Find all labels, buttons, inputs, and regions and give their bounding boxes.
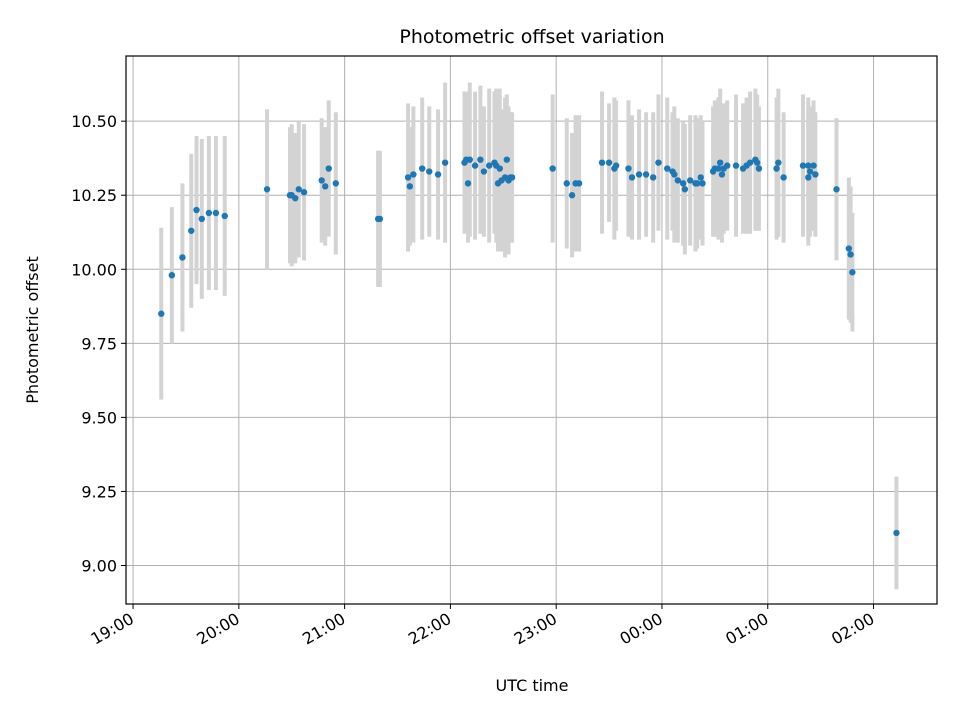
data-point — [221, 212, 228, 220]
plot-frame — [125, 55, 938, 605]
data-point — [686, 177, 694, 184]
data-point — [723, 162, 731, 169]
data-point — [810, 162, 817, 169]
y-tick-label: 10.25 — [71, 186, 117, 205]
data-point — [466, 156, 473, 163]
data-point — [464, 180, 472, 187]
data-point — [205, 209, 213, 217]
data-point — [332, 180, 340, 187]
data-point — [426, 168, 433, 175]
data-point — [773, 165, 780, 172]
data-point — [568, 192, 576, 199]
data-point — [806, 168, 814, 175]
y-tick-label: 10.00 — [71, 260, 117, 279]
data-point — [477, 156, 484, 163]
data-point — [755, 165, 763, 172]
data-point — [718, 171, 726, 178]
data-point — [649, 174, 657, 181]
data-point — [410, 171, 417, 178]
data-point — [612, 162, 620, 169]
y-tick-label: 9.75 — [81, 334, 117, 353]
data-point — [503, 156, 511, 163]
data-point — [716, 159, 724, 166]
data-point — [598, 159, 606, 166]
data-point — [715, 165, 722, 172]
data-point — [295, 186, 302, 193]
data-point — [642, 171, 650, 178]
data-point — [318, 177, 325, 184]
x-axis-label: UTC time — [496, 676, 569, 695]
data-point — [753, 159, 761, 166]
data-point — [812, 171, 819, 178]
data-point — [674, 177, 682, 184]
data-point — [263, 186, 271, 193]
data-point — [805, 162, 812, 169]
data-point — [732, 162, 740, 169]
data-point — [406, 183, 414, 190]
data-point — [699, 180, 706, 187]
data-point — [775, 159, 782, 166]
data-point — [158, 310, 165, 317]
data-point — [697, 174, 704, 181]
data-point — [508, 174, 516, 181]
data-point — [628, 174, 636, 181]
data-point — [300, 189, 308, 196]
data-point — [376, 215, 384, 223]
data-point — [212, 209, 220, 217]
data-point — [847, 251, 854, 258]
data-point — [441, 159, 449, 166]
data-point — [549, 165, 556, 172]
y-tick-label: 9.50 — [81, 408, 117, 427]
data-point — [471, 162, 479, 169]
data-point — [635, 171, 643, 178]
data-point — [434, 171, 442, 178]
data-point — [485, 162, 493, 169]
data-point — [845, 245, 853, 252]
data-point — [325, 165, 332, 172]
data-point — [805, 174, 812, 181]
data-point — [799, 162, 807, 169]
data-point — [179, 254, 186, 261]
data-point — [849, 269, 856, 276]
data-point — [188, 227, 195, 234]
data-point — [655, 159, 662, 166]
data-point — [563, 180, 570, 187]
data-point — [625, 165, 632, 172]
data-point — [746, 159, 754, 166]
data-point — [292, 194, 299, 202]
data-point — [404, 174, 412, 181]
chart-title: Photometric offset variation — [399, 26, 664, 48]
y-tick-label: 10.50 — [71, 112, 117, 131]
data-point — [418, 165, 426, 172]
data-point — [575, 180, 583, 187]
data-point — [193, 206, 200, 214]
data-point — [168, 272, 176, 279]
data-point — [893, 529, 900, 537]
grid-layer — [126, 56, 937, 604]
data-point — [671, 171, 678, 178]
data-point — [833, 186, 840, 193]
data-point — [198, 215, 206, 223]
data-point — [780, 174, 787, 181]
data-point — [496, 165, 503, 172]
data-point — [681, 186, 689, 193]
data-point — [480, 168, 488, 175]
y-axis-label: Photometric offset — [23, 256, 42, 404]
data-point — [605, 159, 613, 166]
y-tick-label: 9.00 — [81, 556, 117, 575]
point-layer — [158, 156, 900, 537]
data-point — [322, 183, 329, 190]
data-point — [679, 180, 687, 187]
y-tick-label: 9.25 — [81, 482, 117, 501]
data-point — [664, 165, 671, 172]
data-point — [694, 180, 701, 187]
